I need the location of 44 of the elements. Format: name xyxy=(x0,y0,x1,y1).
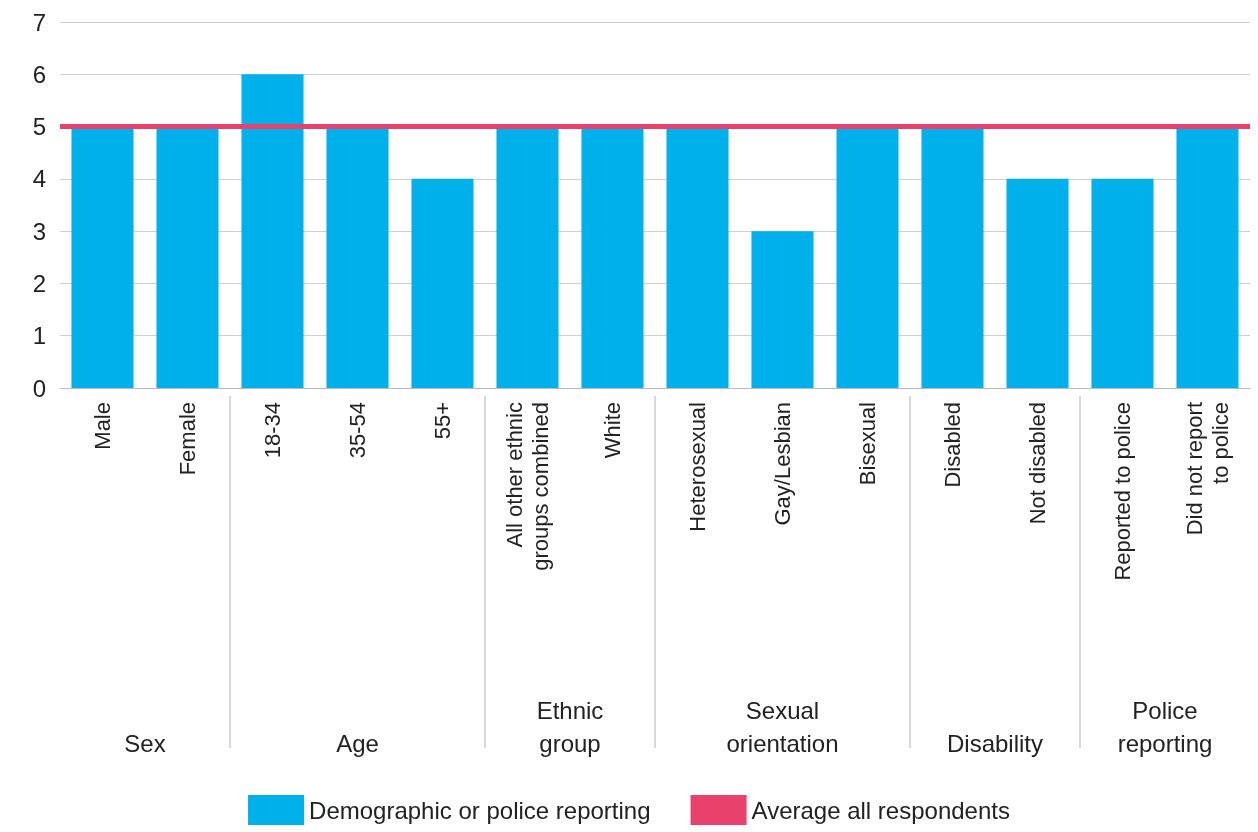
bar xyxy=(241,74,304,388)
bar xyxy=(71,126,134,388)
text: Sex xyxy=(124,730,166,757)
bar xyxy=(666,126,729,388)
bar xyxy=(1091,178,1154,388)
bar xyxy=(156,126,219,388)
x-tick-label: Bisexual xyxy=(855,402,880,486)
y-tick-label: 7 xyxy=(32,8,46,36)
x-tick-label: Did not report to police xyxy=(1182,402,1233,536)
x-tick-label: Male xyxy=(90,402,115,450)
x-tick-label: 18-34 xyxy=(260,402,285,459)
bar xyxy=(1006,178,1069,388)
x-tick-label: Not disabled xyxy=(1025,402,1050,525)
text: Sexual orientation xyxy=(726,697,839,757)
y-tick-label: 3 xyxy=(32,217,46,245)
y-tick-label: 2 xyxy=(32,269,46,297)
x-tick-label: Female xyxy=(175,402,200,476)
bar xyxy=(921,126,984,388)
x-tick-label: Gay/Lesbian xyxy=(770,402,795,526)
y-tick-label: 4 xyxy=(32,165,46,193)
text: Ethnic group xyxy=(536,697,604,757)
text: Disability xyxy=(946,730,1044,757)
legend-label: Average all respondents xyxy=(751,796,1010,824)
bar xyxy=(1176,126,1239,388)
x-tick-label: All other ethnic groups combined xyxy=(502,402,553,571)
x-tick-label: White xyxy=(600,402,625,459)
x-tick-label: 55+ xyxy=(430,402,455,440)
x-tick-label: 35-54 xyxy=(345,402,370,459)
bar xyxy=(326,126,389,388)
text: Age xyxy=(336,730,379,757)
x-tick-label: Reported to police xyxy=(1110,402,1135,581)
bar xyxy=(496,126,559,388)
bar xyxy=(751,231,814,388)
x-tick-label: Heterosexual xyxy=(685,402,710,532)
y-tick-label: 5 xyxy=(32,113,46,141)
bar xyxy=(411,178,474,388)
legend-label: Demographic or police reporting xyxy=(309,796,651,824)
x-tick-label: Disabled xyxy=(940,402,965,488)
text: Police reporting xyxy=(1117,697,1213,757)
bar xyxy=(836,126,899,388)
y-tick-label: 0 xyxy=(32,374,46,402)
y-tick-label: 6 xyxy=(32,60,46,88)
bar xyxy=(581,126,644,388)
y-tick-label: 1 xyxy=(32,322,46,350)
